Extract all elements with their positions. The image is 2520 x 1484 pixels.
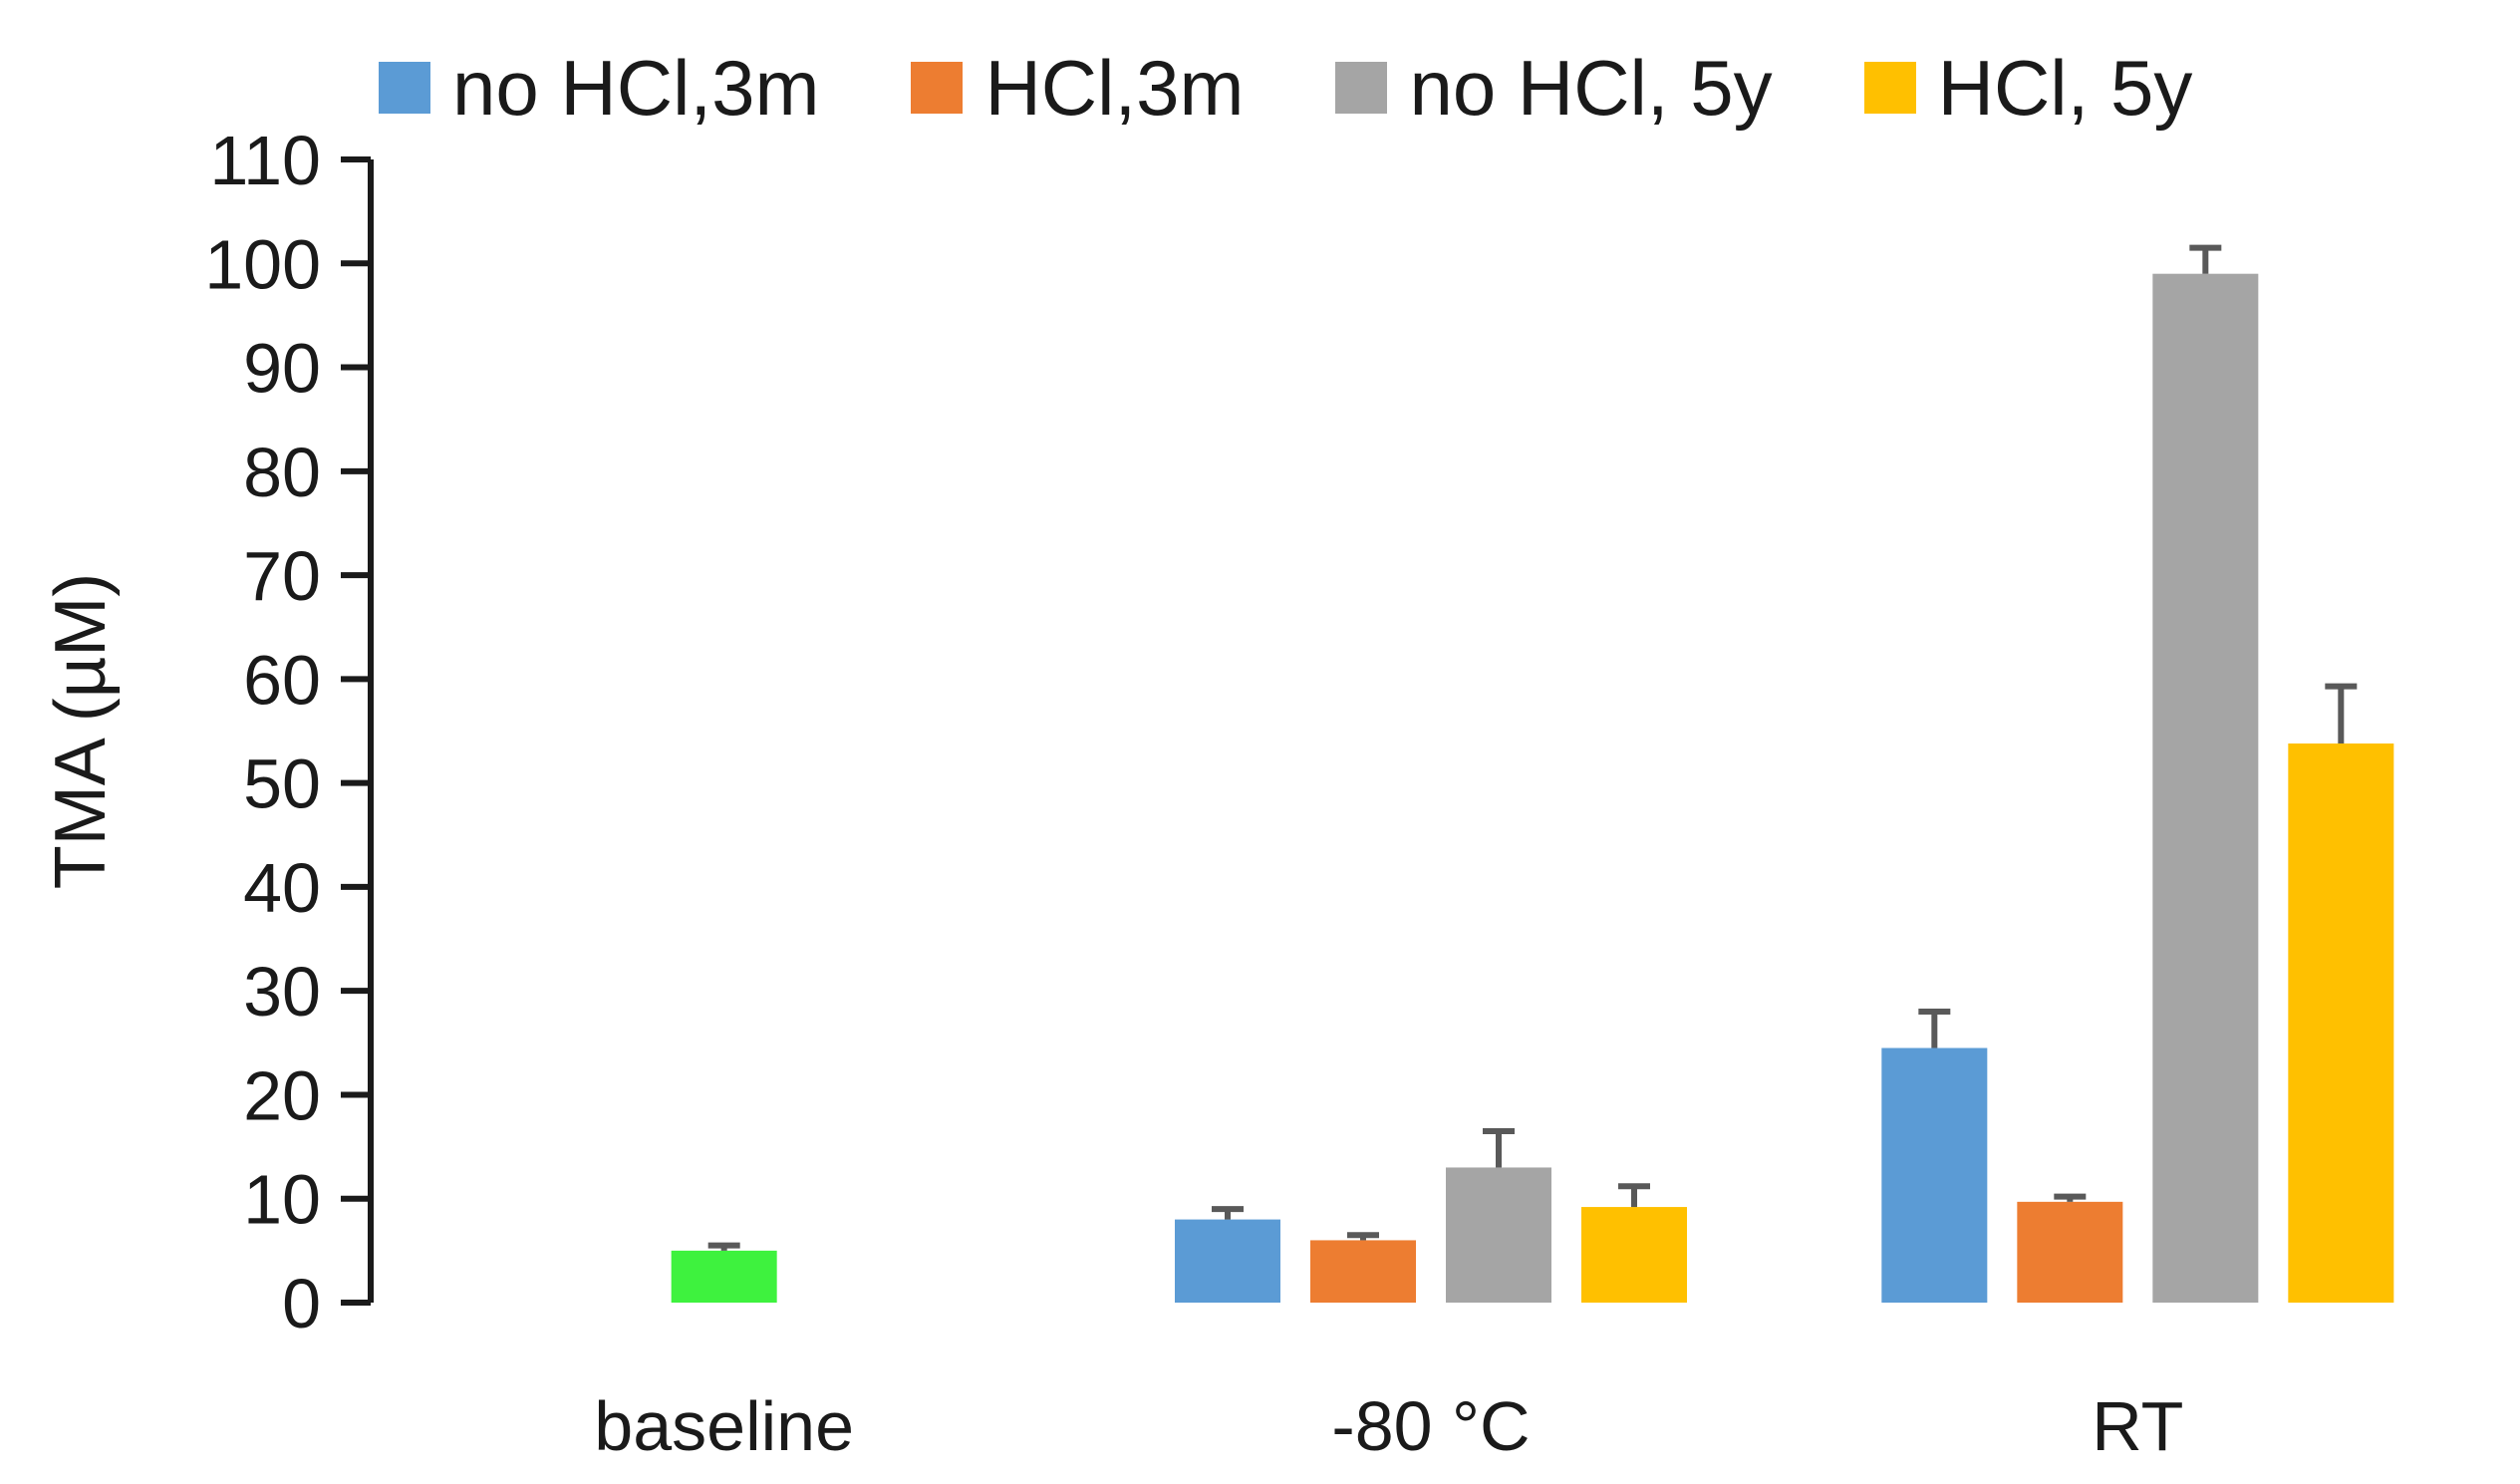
- legend-label: no HCl, 5y: [1409, 44, 1773, 132]
- x-category-label: RT: [2092, 1387, 2183, 1465]
- y-axis-title: TMA (µM): [41, 573, 121, 889]
- legend-swatch: [1335, 62, 1388, 114]
- bar-baseline: [671, 1250, 777, 1303]
- legend-swatch: [1863, 62, 1916, 114]
- legend-label: no HCl,3m: [452, 44, 820, 132]
- y-tick-label: 50: [243, 745, 321, 823]
- bar-2-2: [2152, 273, 2259, 1304]
- bar-0-2: [1881, 1047, 1988, 1303]
- y-tick-label: 80: [243, 434, 321, 511]
- bar-3-2: [2288, 743, 2394, 1303]
- legend-item: HCl,3m: [911, 49, 1244, 127]
- x-category-label: -80 °C: [1331, 1387, 1530, 1465]
- y-tick-label: 90: [243, 330, 321, 408]
- legend-item: no HCl,3m: [379, 49, 819, 127]
- y-tick-label: 110: [209, 122, 321, 199]
- legend-item: HCl, 5y: [1863, 44, 2193, 132]
- y-tick-label: 30: [243, 953, 321, 1031]
- y-tick-label: 40: [243, 849, 321, 927]
- bar-1-2: [2017, 1201, 2123, 1303]
- legend-item: no HCl, 5y: [1335, 44, 1773, 132]
- y-tick-label: 100: [204, 225, 321, 303]
- y-tick-label: 0: [282, 1265, 321, 1342]
- bar-3-1: [1581, 1207, 1687, 1303]
- y-tick-label: 70: [243, 537, 321, 615]
- legend-swatch: [379, 62, 430, 114]
- legend-label: HCl,3m: [984, 44, 1245, 132]
- bar-0-1: [1175, 1219, 1280, 1303]
- legend-label: HCl, 5y: [1937, 44, 2193, 132]
- y-tick-label: 60: [243, 641, 321, 719]
- bar-2-1: [1446, 1167, 1551, 1303]
- y-tick-label: 20: [243, 1056, 321, 1134]
- y-tick-label: 10: [243, 1161, 321, 1239]
- x-category-label: baseline: [594, 1387, 854, 1465]
- chart-legend: no HCl,3m HCl,3m no HCl, 5y HCl, 5y: [379, 48, 2192, 128]
- bar-1-1: [1310, 1240, 1416, 1303]
- legend-swatch: [911, 62, 964, 114]
